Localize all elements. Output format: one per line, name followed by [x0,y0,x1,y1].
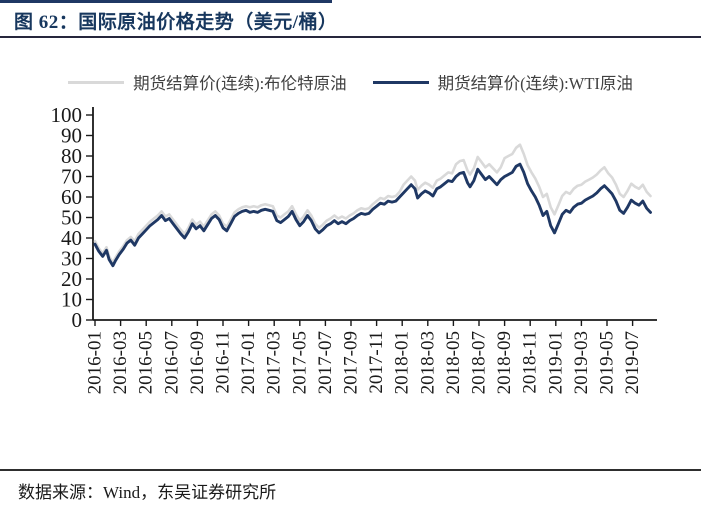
x-tick-label: 2017-01 [238,331,259,394]
x-tick-label: 2018-03 [417,331,438,394]
x-tick-label: 2018-11 [520,331,541,394]
x-tick-label: 2016-09 [187,331,208,394]
y-tick-label: 50 [61,206,82,230]
top-accent-bar [0,0,332,3]
x-tick-label: 2019-05 [597,331,618,394]
legend-label-wti: 期货结算价(连续):WTI原油 [437,74,633,93]
legend-item-brent: 期货结算价(连续):布伦特原油 [68,70,347,94]
wti-line-swatch [372,80,429,84]
y-tick-label: 30 [61,247,82,271]
x-tick-label: 2016-03 [110,331,131,394]
y-tick-label: 60 [61,185,82,209]
chart-legend: 期货结算价(连续):布伦特原油 期货结算价(连续):WTI原油 [0,70,701,94]
y-tick-label: 10 [61,288,82,312]
y-tick-label: 70 [61,165,82,189]
y-tick-label: 80 [61,144,82,168]
x-tick-label: 2018-07 [469,331,490,394]
x-tick-label: 2018-09 [494,331,515,394]
data-source-note: 数据来源：Wind，东吴证券研究所 [18,483,277,502]
x-tick-label: 2019-01 [545,331,566,394]
x-tick-label: 2017-03 [264,331,285,394]
footer-divider [0,469,701,471]
legend-label-brent: 期货结算价(连续):布伦特原油 [133,74,347,93]
legend-item-wti: 期货结算价(连续):WTI原油 [372,70,633,94]
x-tick-label: 2018-05 [443,331,464,394]
y-tick-label: 40 [61,226,82,250]
x-tick-label: 2016-05 [136,331,157,394]
x-tick-label: 2019-03 [571,331,592,394]
figure-title: 图 62：国际原油价格走势（美元/桶） [14,12,338,33]
y-tick-label: 0 [72,308,83,332]
x-tick-label: 2016-01 [85,331,106,394]
brent-price-line [93,143,652,264]
wti-price-line [93,162,652,268]
x-tick-label: 2017-05 [289,331,310,394]
x-tick-label: 2018-01 [392,331,413,394]
y-tick-label: 20 [61,267,82,291]
y-tick-label: 100 [51,103,83,127]
x-tick-label: 2016-07 [161,331,182,394]
title-divider [0,36,701,38]
x-tick-label: 2017-07 [315,331,336,394]
brent-line-swatch [68,80,125,84]
x-tick-label: 2017-09 [341,331,362,394]
y-tick-label: 90 [61,124,82,148]
x-tick-label: 2019-07 [622,331,643,394]
x-tick-label: 2016-11 [213,331,234,394]
x-tick-label: 2017-11 [366,331,387,394]
